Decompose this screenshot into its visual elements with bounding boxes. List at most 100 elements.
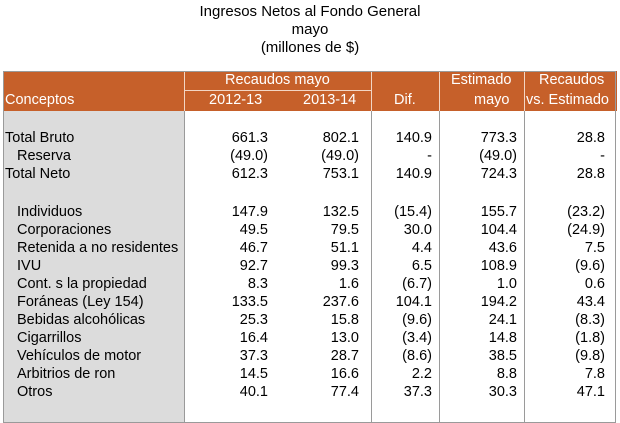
cell-est: 24.1 [488, 312, 517, 328]
cell-vs: (24.9) [567, 222, 605, 238]
cell-vs: (9.6) [575, 258, 605, 274]
header-col-divider [371, 71, 372, 111]
cell-est: 773.3 [480, 130, 517, 146]
cell-vs: 47.1 [576, 384, 605, 400]
cell-c1: 49.5 [239, 222, 268, 238]
table-row: Foráneas (Ley 154) 133.5 237.6 104.1 194.2 43… [3, 293, 617, 311]
row-label: Bebidas alcohólicas [17, 312, 146, 328]
cell-vs: (1.8) [575, 330, 605, 346]
table-row: Total Neto 612.3 753.1 140.9 724.3 28.8 [3, 165, 617, 183]
cell-c2: 132.5 [322, 204, 359, 220]
report-units: (millones de $) [260, 39, 360, 56]
cell-dif: - [427, 148, 432, 164]
cell-c1: 612.3 [231, 166, 268, 182]
cell-dif: 104.1 [395, 294, 432, 310]
cell-vs: 28.8 [576, 130, 605, 146]
cell-c1: 25.3 [239, 312, 268, 328]
cell-c1: 92.7 [239, 258, 268, 274]
cell-c1: 16.4 [239, 330, 268, 346]
cell-vs: 0.6 [584, 276, 605, 292]
table-header: Recaudos mayo Conceptos 2012-13 2013-14 … [3, 71, 617, 111]
cell-c2: 28.7 [330, 348, 359, 364]
header-conceptos: Conceptos [5, 92, 75, 108]
cell-dif: (15.4) [394, 204, 432, 220]
header-col-divider [439, 71, 440, 111]
header-vs-estimado: vs. Estimado [526, 92, 609, 108]
cell-c2: (49.0) [321, 148, 359, 164]
row-label: Individuos [17, 204, 83, 220]
cell-est: 8.8 [496, 366, 517, 382]
cell-c2: 79.5 [330, 222, 359, 238]
cell-est: 108.9 [480, 258, 517, 274]
row-label: IVU [17, 258, 42, 274]
cell-c2: 802.1 [322, 130, 359, 146]
cell-c2: 16.6 [330, 366, 359, 382]
cell-c2: 51.1 [330, 240, 359, 256]
table-row: Reserva (49.0) (49.0) - (49.0) - [3, 147, 617, 165]
cell-c2: 753.1 [322, 166, 359, 182]
cell-dif: (6.7) [402, 276, 432, 292]
cell-c2: 237.6 [322, 294, 359, 310]
cell-dif: 140.9 [395, 130, 432, 146]
table-row: Total Bruto 661.3 802.1 140.9 773.3 28.8 [3, 129, 617, 147]
table-row: Vehículos de motor 37.3 28.7 (8.6) 38.5 (9.8) [3, 347, 617, 365]
table-body: Total Bruto 661.3 802.1 140.9 773.3 28.8 Reser… [3, 111, 617, 423]
table-row: Bebidas alcohólicas 25.3 15.8 (9.6) 24.1 (8.3… [3, 311, 617, 329]
cell-est: 30.3 [488, 384, 517, 400]
cell-vs: 28.8 [576, 166, 605, 182]
row-label: Retenida a no residentes [17, 240, 179, 256]
table-row: Cigarrillos 16.4 13.0 (3.4) 14.8 (1.8) [3, 329, 617, 347]
cell-dif: 37.3 [403, 384, 432, 400]
revenue-table: Recaudos mayo Conceptos 2012-13 2013-14 … [3, 71, 617, 423]
header-dif: Dif. [394, 92, 416, 108]
cell-vs: 7.5 [584, 240, 605, 256]
row-label: Vehículos de motor [17, 348, 142, 364]
cell-dif: 2.2 [411, 366, 432, 382]
table-row: Otros 40.1 77.4 37.3 30.3 47.1 [3, 383, 617, 401]
row-label: Arbitrios de ron [17, 366, 116, 382]
row-label: Cigarrillos [17, 330, 82, 346]
cell-dif: (9.6) [402, 312, 432, 328]
cell-vs: - [600, 148, 605, 164]
cell-c1: 40.1 [239, 384, 268, 400]
cell-est: 724.3 [480, 166, 517, 182]
header-estimado-mayo: mayo [474, 92, 510, 108]
table-row: Individuos 147.9 132.5 (15.4) 155.7 (23.2) [3, 203, 617, 221]
cell-est: 155.7 [480, 204, 517, 220]
cell-c1: 8.3 [247, 276, 268, 292]
table-row: Corporaciones 49.5 79.5 30.0 104.4 (24.9) [3, 221, 617, 239]
cell-c1: 147.9 [231, 204, 268, 220]
cell-est: 14.8 [488, 330, 517, 346]
cell-c1: 37.3 [239, 348, 268, 364]
cell-dif: 30.0 [403, 222, 432, 238]
cell-vs: (9.8) [575, 348, 605, 364]
header-col-divider [524, 71, 525, 111]
cell-vs: (23.2) [567, 204, 605, 220]
report-month: mayo [291, 21, 329, 38]
column-divider [184, 111, 185, 423]
cell-vs: (8.3) [575, 312, 605, 328]
cell-c1: (49.0) [230, 148, 268, 164]
row-label: Corporaciones [17, 222, 112, 238]
label-column-shading [3, 111, 184, 423]
header-divider [184, 90, 371, 91]
cell-c1: 661.3 [231, 130, 268, 146]
row-label: Foráneas (Ley 154) [17, 294, 144, 310]
table-row: Retenida a no residentes 46.7 51.1 4.4 43.6 7… [3, 239, 617, 257]
cell-c2: 13.0 [330, 330, 359, 346]
column-divider [371, 111, 372, 423]
cell-est: 38.5 [488, 348, 517, 364]
cell-c2: 1.6 [338, 276, 359, 292]
cell-dif: 140.9 [395, 166, 432, 182]
report-title: Ingresos Netos al Fondo General [199, 3, 421, 20]
header-estimado: Estimado [451, 72, 512, 88]
header-col-2013: 2013-14 [303, 92, 357, 108]
header-col-2012: 2012-13 [209, 92, 263, 108]
cell-c2: 99.3 [330, 258, 359, 274]
cell-dif: (8.6) [402, 348, 432, 364]
header-col-divider [184, 71, 185, 111]
row-label: Total Neto [5, 166, 71, 182]
header-recaudos: Recaudos [539, 72, 605, 88]
cell-c2: 77.4 [330, 384, 359, 400]
row-label: Total Bruto [5, 130, 75, 146]
